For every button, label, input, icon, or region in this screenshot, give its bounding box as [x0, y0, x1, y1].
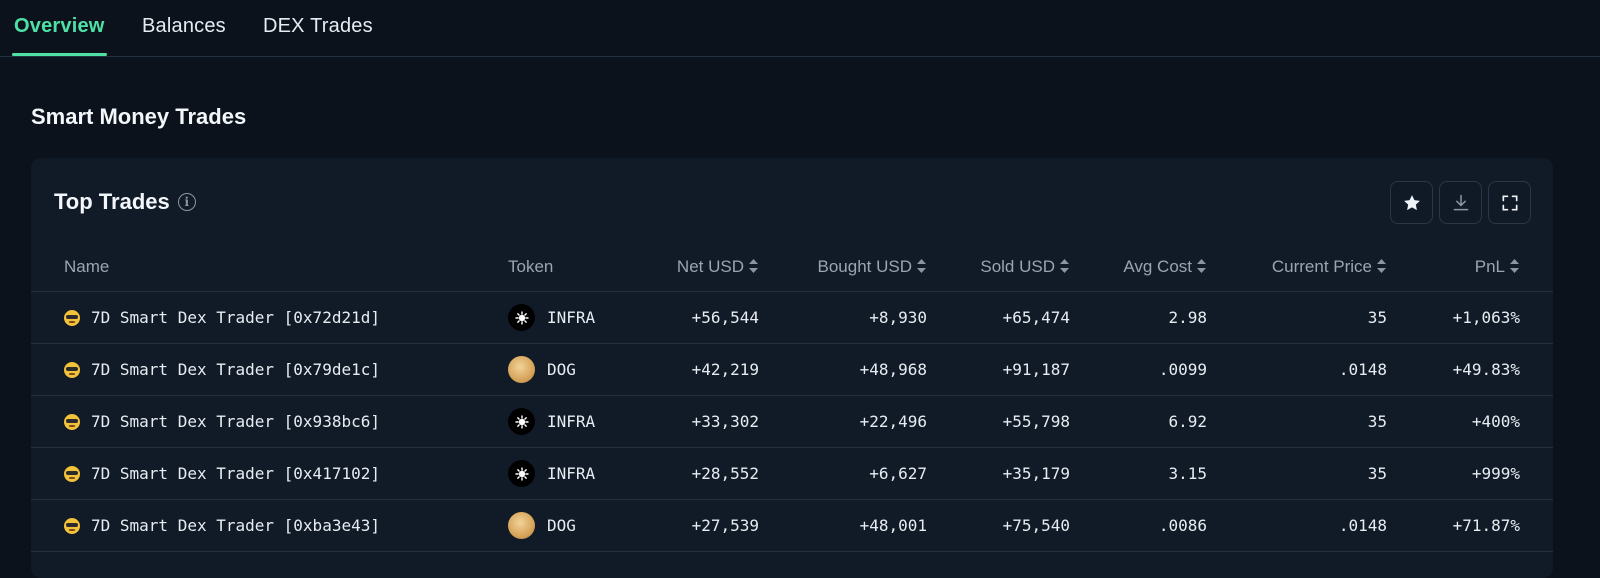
dog-token-icon	[508, 512, 535, 539]
net-usd-cell: +27,539	[668, 499, 759, 552]
infra-token-icon	[508, 304, 535, 331]
sort-icon	[1060, 259, 1069, 274]
table-row[interactable]: 7D Smart Dex Trader [0xba3e43] DOG +27,5…	[31, 499, 1553, 552]
info-icon[interactable]: i	[177, 193, 196, 211]
net-usd-cell: +56,544	[668, 291, 759, 344]
dog-token-icon	[508, 356, 535, 383]
download-icon	[1453, 194, 1468, 210]
tab-overview[interactable]: Overview	[12, 0, 107, 56]
token-cell[interactable]: INFRA	[508, 447, 668, 500]
table-row[interactable]: 7D Smart Dex Trader [0x938bc6] INFRA +33…	[31, 395, 1553, 448]
column-header-sold-usd[interactable]: Sold USD	[927, 243, 1070, 292]
net-usd-cell: +33,302	[668, 395, 759, 448]
name-cell[interactable]: 7D Smart Dex Trader [0xba3e43]	[31, 499, 508, 552]
pnl-cell: +49.83%	[1387, 343, 1553, 396]
token-cell[interactable]: INFRA	[508, 395, 668, 448]
bought-usd-cell: +6,627	[759, 447, 927, 500]
sold-usd-cell: +35,179	[927, 447, 1070, 500]
pnl-cell: +400%	[1387, 395, 1553, 448]
tab-balances[interactable]: Balances	[142, 15, 226, 37]
sort-icon	[749, 259, 758, 274]
net-usd-cell: +42,219	[668, 343, 759, 396]
current-price-cell: .0148	[1207, 499, 1387, 552]
token-cell[interactable]: INFRA	[508, 291, 668, 344]
star-icon	[1403, 194, 1420, 210]
current-price-cell: 35	[1207, 291, 1387, 344]
infra-token-icon	[508, 460, 535, 487]
current-price-cell: 35	[1207, 395, 1387, 448]
avg-cost-cell: 3.15	[1070, 447, 1207, 500]
card-title-wrap: Top Trades i	[54, 189, 196, 215]
column-header-token: Token	[508, 243, 668, 292]
table-row[interactable]: 7D Smart Dex Trader [0x417102] INFRA +28…	[31, 447, 1553, 500]
sunglasses-emoji-icon	[64, 465, 80, 482]
pnl-cell: +1,063%	[1387, 291, 1553, 344]
bought-usd-cell: +48,968	[759, 343, 927, 396]
column-header-pnl[interactable]: PnL	[1387, 243, 1553, 292]
sunglasses-emoji-icon	[64, 361, 80, 378]
token-cell[interactable]: DOG	[508, 343, 668, 396]
name-cell[interactable]: 7D Smart Dex Trader [0x417102]	[31, 447, 508, 500]
pnl-cell: +71.87%	[1387, 499, 1553, 552]
sold-usd-cell: +65,474	[927, 291, 1070, 344]
column-header-avg-cost[interactable]: Avg Cost	[1070, 243, 1207, 292]
table-row[interactable]: 7D Smart Dex Trader [0x79de1c] DOG +42,2…	[31, 343, 1553, 396]
table-header-row: Name Token Net USD Bought USD Sold USD A…	[31, 243, 1553, 292]
avg-cost-cell: 2.98	[1070, 291, 1207, 344]
card-title: Top Trades	[54, 189, 170, 214]
current-price-cell: .0148	[1207, 343, 1387, 396]
sort-icon	[1197, 259, 1206, 274]
name-cell[interactable]: 7D Smart Dex Trader [0x938bc6]	[31, 395, 508, 448]
bought-usd-cell: +22,496	[759, 395, 927, 448]
sort-icon	[1510, 259, 1519, 274]
sunglasses-emoji-icon	[64, 309, 80, 326]
name-cell[interactable]: 7D Smart Dex Trader [0x72d21d]	[31, 291, 508, 344]
current-price-cell: 35	[1207, 447, 1387, 500]
fullscreen-button[interactable]	[1488, 181, 1531, 224]
column-header-name: Name	[31, 243, 508, 292]
trades-table: Name Token Net USD Bought USD Sold USD A…	[31, 243, 1553, 552]
name-cell[interactable]: 7D Smart Dex Trader [0x79de1c]	[31, 343, 508, 396]
sunglasses-emoji-icon	[64, 413, 80, 430]
sold-usd-cell: +75,540	[927, 499, 1070, 552]
tab-dex-trades[interactable]: DEX Trades	[263, 15, 373, 37]
table-row[interactable]: 7D Smart Dex Trader [0x72d21d] INFRA +56…	[31, 291, 1553, 344]
section-title: Smart Money Trades	[31, 104, 247, 129]
favorite-button[interactable]	[1390, 181, 1433, 224]
fullscreen-icon	[1502, 195, 1517, 210]
column-header-bought-usd[interactable]: Bought USD	[759, 243, 927, 292]
sold-usd-cell: +55,798	[927, 395, 1070, 448]
avg-cost-cell: 6.92	[1070, 395, 1207, 448]
infra-token-icon	[508, 408, 535, 435]
sold-usd-cell: +91,187	[927, 343, 1070, 396]
pnl-cell: +999%	[1387, 447, 1553, 500]
download-button[interactable]	[1439, 181, 1482, 224]
net-usd-cell: +28,552	[668, 447, 759, 500]
sort-icon	[1377, 259, 1386, 274]
sunglasses-emoji-icon	[64, 517, 80, 534]
avg-cost-cell: .0086	[1070, 499, 1207, 552]
bought-usd-cell: +8,930	[759, 291, 927, 344]
bought-usd-cell: +48,001	[759, 499, 927, 552]
avg-cost-cell: .0099	[1070, 343, 1207, 396]
card-actions	[1390, 181, 1531, 224]
sort-icon	[917, 259, 926, 274]
token-cell[interactable]: DOG	[508, 499, 668, 552]
column-header-current-price[interactable]: Current Price	[1207, 243, 1387, 292]
tab-bar: Overview Balances DEX Trades	[0, 0, 1600, 57]
column-header-net-usd[interactable]: Net USD	[668, 243, 759, 292]
top-trades-card: Top Trades i Name Token Net US	[31, 158, 1553, 578]
